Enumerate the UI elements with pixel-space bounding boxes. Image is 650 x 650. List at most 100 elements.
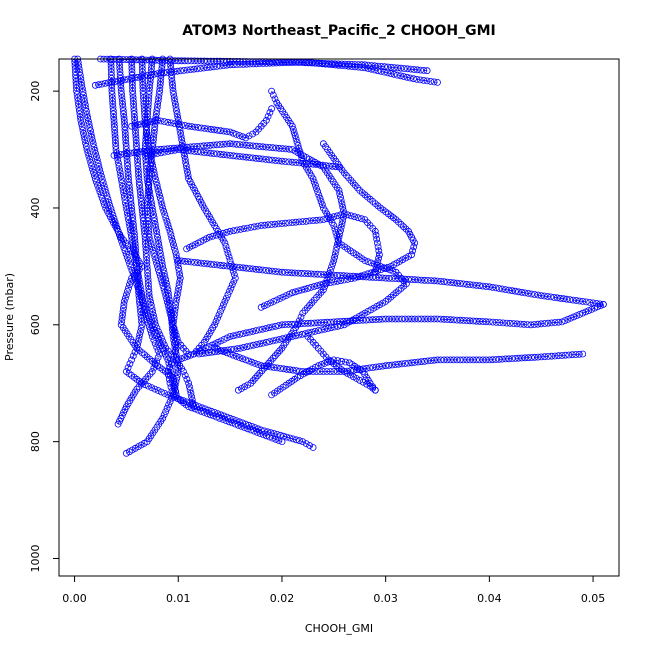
data-point [181,371,189,379]
data-point [181,257,189,265]
data-point [219,301,227,309]
data-point [155,240,163,248]
data-point [223,228,231,236]
data-point [344,275,352,283]
data-point [196,65,204,72]
data-point [392,268,400,276]
data-point [278,157,286,165]
data-point [267,363,275,371]
data-point [247,426,255,434]
data-point [130,107,138,114]
data-point [88,133,96,141]
data-point [405,227,412,235]
data-point [306,217,314,225]
data-point [190,65,198,73]
data-point [274,349,281,357]
data-point [108,78,116,86]
data-point [187,258,195,266]
data-point [282,334,290,342]
data-point [141,381,149,389]
data-point [354,184,361,192]
data-point [318,201,326,209]
data-point [252,265,260,273]
data-point [157,74,165,82]
data-point [314,362,322,370]
data-point [291,288,299,296]
data-point [275,144,283,152]
data-point [173,110,181,118]
data-point [157,117,165,125]
data-point [459,316,467,324]
data-point [135,288,143,296]
data-point [226,262,234,270]
data-point [332,247,340,254]
data-point [356,186,364,194]
data-point [262,116,270,124]
data-point [137,120,145,128]
data-point [203,57,211,65]
data-point [469,317,477,325]
data-point [398,275,406,283]
data-point [275,335,283,343]
data-point [330,368,338,375]
data-point [299,218,307,226]
data-point [324,325,332,332]
x-tick-label: 0.02 [270,592,295,605]
data-point [414,315,422,323]
data-point [263,300,271,308]
data-point [394,64,402,72]
data-point [165,401,173,409]
data-point [134,338,142,345]
data-point [417,66,425,74]
data-point [118,77,125,84]
data-point [236,141,244,149]
series-line [307,336,376,391]
data-point [151,385,159,393]
data-point [123,253,131,261]
data-point [126,281,133,289]
data-point [124,165,132,173]
data-point [320,318,328,326]
data-point [241,424,249,432]
data-point [156,331,164,339]
data-point [136,305,144,313]
data-point [128,207,136,215]
data-point [223,262,231,270]
data-point [541,292,548,300]
data-point [172,344,180,352]
data-point [139,299,147,307]
data-point [340,272,347,280]
data-point [278,268,286,276]
data-point [171,304,179,312]
data-point [140,107,148,114]
data-point [170,324,178,332]
data-point [136,298,143,306]
data-point [101,201,108,209]
data-point [76,113,84,121]
data-point [130,227,138,235]
data-point [572,351,580,358]
data-point [143,133,151,141]
data-point [95,185,103,192]
data-point [133,266,141,274]
data-point [249,377,257,385]
data-point [200,408,208,416]
data-point [137,194,145,202]
data-point [272,336,280,344]
data-point [163,295,171,303]
data-point [121,120,128,127]
data-point [149,165,157,173]
data-point [513,320,521,328]
data-point [576,310,584,318]
data-point [450,316,458,324]
data-point [207,407,215,415]
data-point [118,179,126,187]
data-point [229,351,237,359]
data-point [262,266,270,274]
data-point [397,64,405,72]
x-tick-label: 0.01 [166,592,191,605]
data-point [144,217,152,225]
data-point [183,375,191,383]
data-point [129,56,137,64]
data-point [260,302,268,310]
